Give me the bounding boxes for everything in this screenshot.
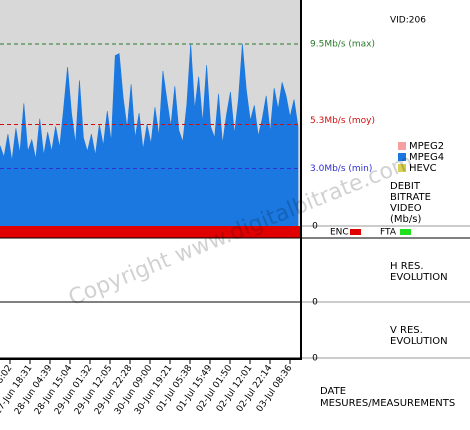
y-tick-label: 0 bbox=[312, 222, 318, 232]
status-swatch bbox=[400, 229, 411, 235]
legend-label: HEVC bbox=[409, 163, 437, 174]
reference-label: 9.5Mb/s (max) bbox=[310, 40, 375, 50]
status-label: ENC bbox=[330, 228, 349, 238]
legend-swatch bbox=[398, 142, 406, 150]
bitrate-area bbox=[0, 44, 299, 227]
panel-label: EVOLUTION bbox=[390, 336, 448, 347]
status-label: FTA bbox=[380, 228, 397, 238]
x-axis-title: DATE bbox=[320, 386, 346, 397]
status-swatch bbox=[350, 229, 361, 235]
legend-swatch bbox=[398, 153, 406, 161]
panel-label: H RES. bbox=[390, 261, 424, 272]
y-tick-label: 0 bbox=[312, 298, 318, 308]
x-axis-title: MESURES/MEASUREMENTS bbox=[320, 398, 455, 409]
reference-label: 5.3Mb/s (moy) bbox=[310, 116, 375, 126]
panel-label: V RES. bbox=[390, 325, 423, 336]
legend-swatch bbox=[398, 164, 406, 172]
enc-bar bbox=[0, 226, 300, 238]
panel-label: EVOLUTION bbox=[390, 272, 448, 283]
axis-title: DEBIT bbox=[390, 181, 421, 192]
legend-label: MPEG4 bbox=[409, 152, 444, 163]
y-tick-label: 0 bbox=[312, 354, 318, 364]
axis-title: VIDEO bbox=[390, 203, 422, 214]
legend-label: MPEG2 bbox=[409, 141, 444, 152]
vid: VID:206 bbox=[390, 16, 426, 26]
reference-label: 3.0Mb/s (min) bbox=[310, 164, 372, 174]
axis-title: (Mb/s) bbox=[390, 214, 421, 225]
axis-title: BITRATE bbox=[390, 192, 431, 203]
